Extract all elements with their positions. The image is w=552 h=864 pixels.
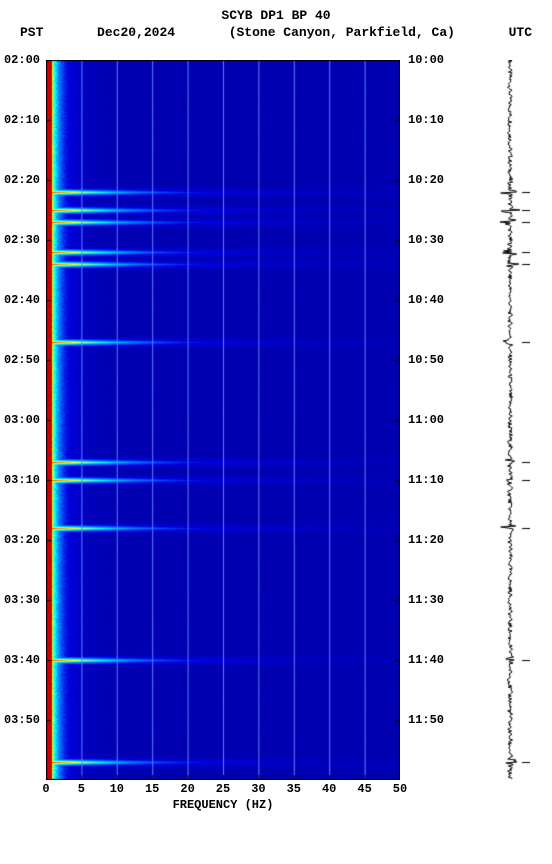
- y-tick-left: 02:50: [4, 353, 40, 367]
- y-axis-right: 10:0010:1010:2010:3010:4010:5011:0011:10…: [406, 60, 450, 780]
- y-tick-left: 02:30: [4, 233, 40, 247]
- chart-title: SCYB DP1 BP 40: [0, 8, 552, 25]
- x-axis-label: FREQUENCY (HZ): [46, 798, 400, 812]
- x-tick: 20: [180, 782, 194, 796]
- y-tick-left: 03:40: [4, 653, 40, 667]
- seismogram: [490, 60, 530, 780]
- y-tick-right: 11:30: [408, 593, 444, 607]
- x-tick: 45: [357, 782, 371, 796]
- y-tick-right: 11:50: [408, 713, 444, 727]
- y-tick-right: 10:00: [408, 53, 444, 67]
- x-tick: 10: [110, 782, 124, 796]
- tz-left: PST: [20, 25, 43, 40]
- y-axis-left: 02:0002:1002:2002:3002:4002:5003:0003:10…: [2, 60, 42, 780]
- spectrogram: [46, 60, 400, 780]
- y-tick-right: 11:20: [408, 533, 444, 547]
- y-tick-right: 10:30: [408, 233, 444, 247]
- y-tick-left: 03:10: [4, 473, 40, 487]
- y-tick-left: 02:20: [4, 173, 40, 187]
- y-tick-right: 11:10: [408, 473, 444, 487]
- y-tick-right: 11:40: [408, 653, 444, 667]
- x-tick: 15: [145, 782, 159, 796]
- x-tick: 25: [216, 782, 230, 796]
- y-tick-left: 03:20: [4, 533, 40, 547]
- y-tick-left: 02:00: [4, 53, 40, 67]
- y-tick-right: 10:10: [408, 113, 444, 127]
- y-tick-left: 02:10: [4, 113, 40, 127]
- tz-right: UTC: [509, 25, 532, 40]
- y-tick-left: 03:30: [4, 593, 40, 607]
- x-tick: 30: [251, 782, 265, 796]
- y-tick-right: 10:40: [408, 293, 444, 307]
- y-tick-right: 10:20: [408, 173, 444, 187]
- y-tick-left: 03:00: [4, 413, 40, 427]
- x-axis: 05101520253035404550 FREQUENCY (HZ): [46, 782, 400, 812]
- location: (Stone Canyon, Parkfield, Ca): [229, 25, 455, 40]
- date: Dec20,2024: [97, 25, 175, 40]
- x-tick: 0: [42, 782, 49, 796]
- x-tick: 50: [393, 782, 407, 796]
- x-tick: 5: [78, 782, 85, 796]
- x-tick: 35: [287, 782, 301, 796]
- y-tick-left: 03:50: [4, 713, 40, 727]
- y-tick-left: 02:40: [4, 293, 40, 307]
- x-tick: 40: [322, 782, 336, 796]
- y-tick-right: 11:00: [408, 413, 444, 427]
- y-tick-right: 10:50: [408, 353, 444, 367]
